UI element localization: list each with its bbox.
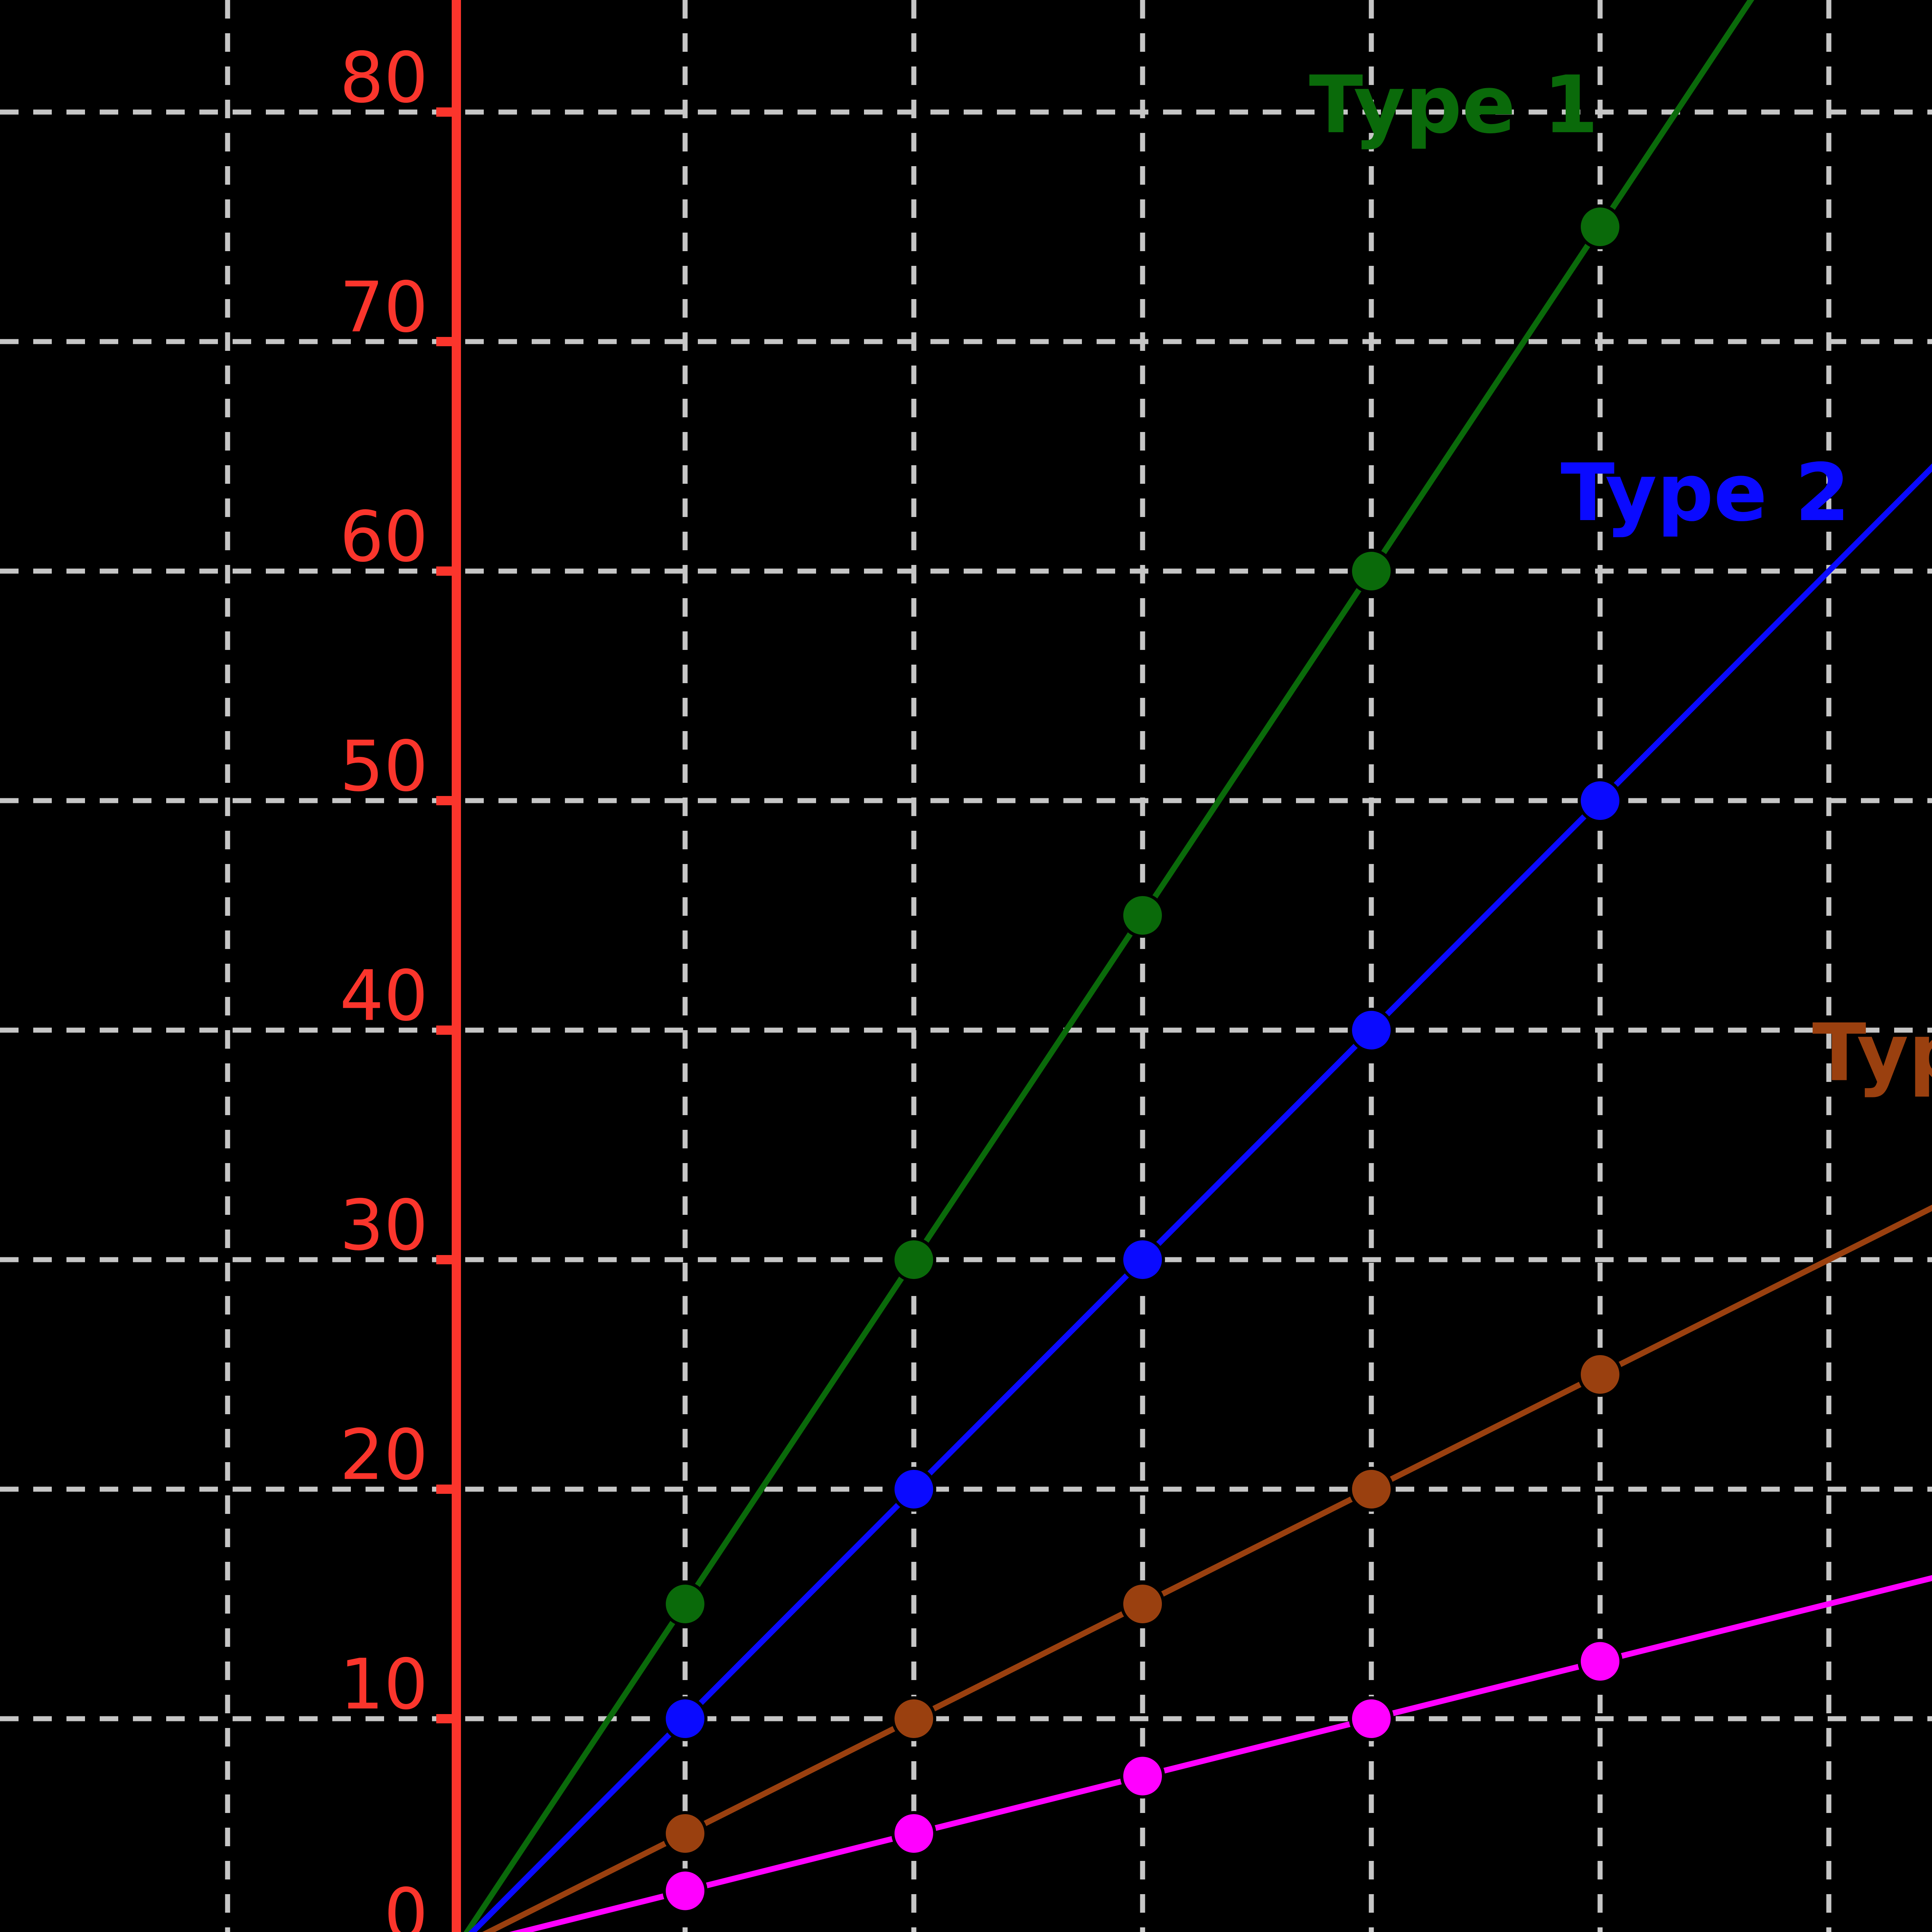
data-point-type-4-10 xyxy=(891,1811,936,1856)
data-point-type-3-5 xyxy=(663,1811,707,1856)
tick-labels: -505101520253035404501020304050607080 xyxy=(340,38,428,1932)
y-tick-label-50: 50 xyxy=(340,726,428,807)
data-point-type-4-5 xyxy=(663,1868,707,1913)
series-line-4 xyxy=(509,1575,1932,1932)
y-tick-label-80: 80 xyxy=(340,38,428,119)
data-point-type-4-15 xyxy=(1120,1753,1165,1799)
data-point-type-3-10 xyxy=(891,1696,936,1741)
data-point-type-1-15 xyxy=(1120,893,1165,938)
y-tick-label-60: 60 xyxy=(340,497,428,578)
y-tick-label-20: 20 xyxy=(340,1415,428,1496)
series-label-2: Type 2 xyxy=(1561,447,1850,539)
y-axis-tick-20 xyxy=(436,1485,452,1494)
y-axis-tick-70 xyxy=(436,337,452,346)
data-point-type-3-25 xyxy=(1578,1352,1622,1397)
data-point-type-4-25 xyxy=(1578,1639,1622,1684)
y-axis-tick-30 xyxy=(436,1255,452,1264)
y-axis-tick-40 xyxy=(436,1026,452,1035)
y-axis-tick-50 xyxy=(436,796,452,805)
y-axis-tick-80 xyxy=(436,107,452,117)
series-type-3: Type 3 xyxy=(482,1007,1932,1932)
data-point-type-2-10 xyxy=(891,1467,936,1512)
data-point-type-2-5 xyxy=(663,1696,707,1741)
data-point-type-1-10 xyxy=(891,1237,936,1282)
series-label-1: Type 1 xyxy=(1309,59,1599,151)
data-point-type-2-20 xyxy=(1349,1008,1394,1053)
y-tick-label-0: 0 xyxy=(384,1874,428,1932)
series-line-3 xyxy=(482,1204,1932,1932)
data-point-type-1-5 xyxy=(663,1582,707,1626)
y-axis-tick-60 xyxy=(436,566,452,576)
data-point-type-4-20 xyxy=(1349,1696,1394,1741)
data-point-type-2-25 xyxy=(1578,778,1622,823)
y-axis-tick-10 xyxy=(436,1714,452,1723)
data-point-type-3-20 xyxy=(1349,1467,1394,1512)
y-tick-label-10: 10 xyxy=(340,1645,428,1725)
data-point-type-3-15 xyxy=(1120,1582,1165,1626)
y-tick-label-70: 70 xyxy=(340,267,428,348)
series-type-4: Type 4 xyxy=(509,1575,1932,1932)
data-point-type-1-25 xyxy=(1578,204,1622,249)
data-point-type-1-20 xyxy=(1349,549,1394,594)
y-tick-label-40: 40 xyxy=(340,956,428,1037)
series-label-3: Type 3 xyxy=(1812,1007,1932,1099)
y-tick-label-30: 30 xyxy=(340,1185,428,1266)
data-point-type-2-15 xyxy=(1120,1237,1165,1282)
